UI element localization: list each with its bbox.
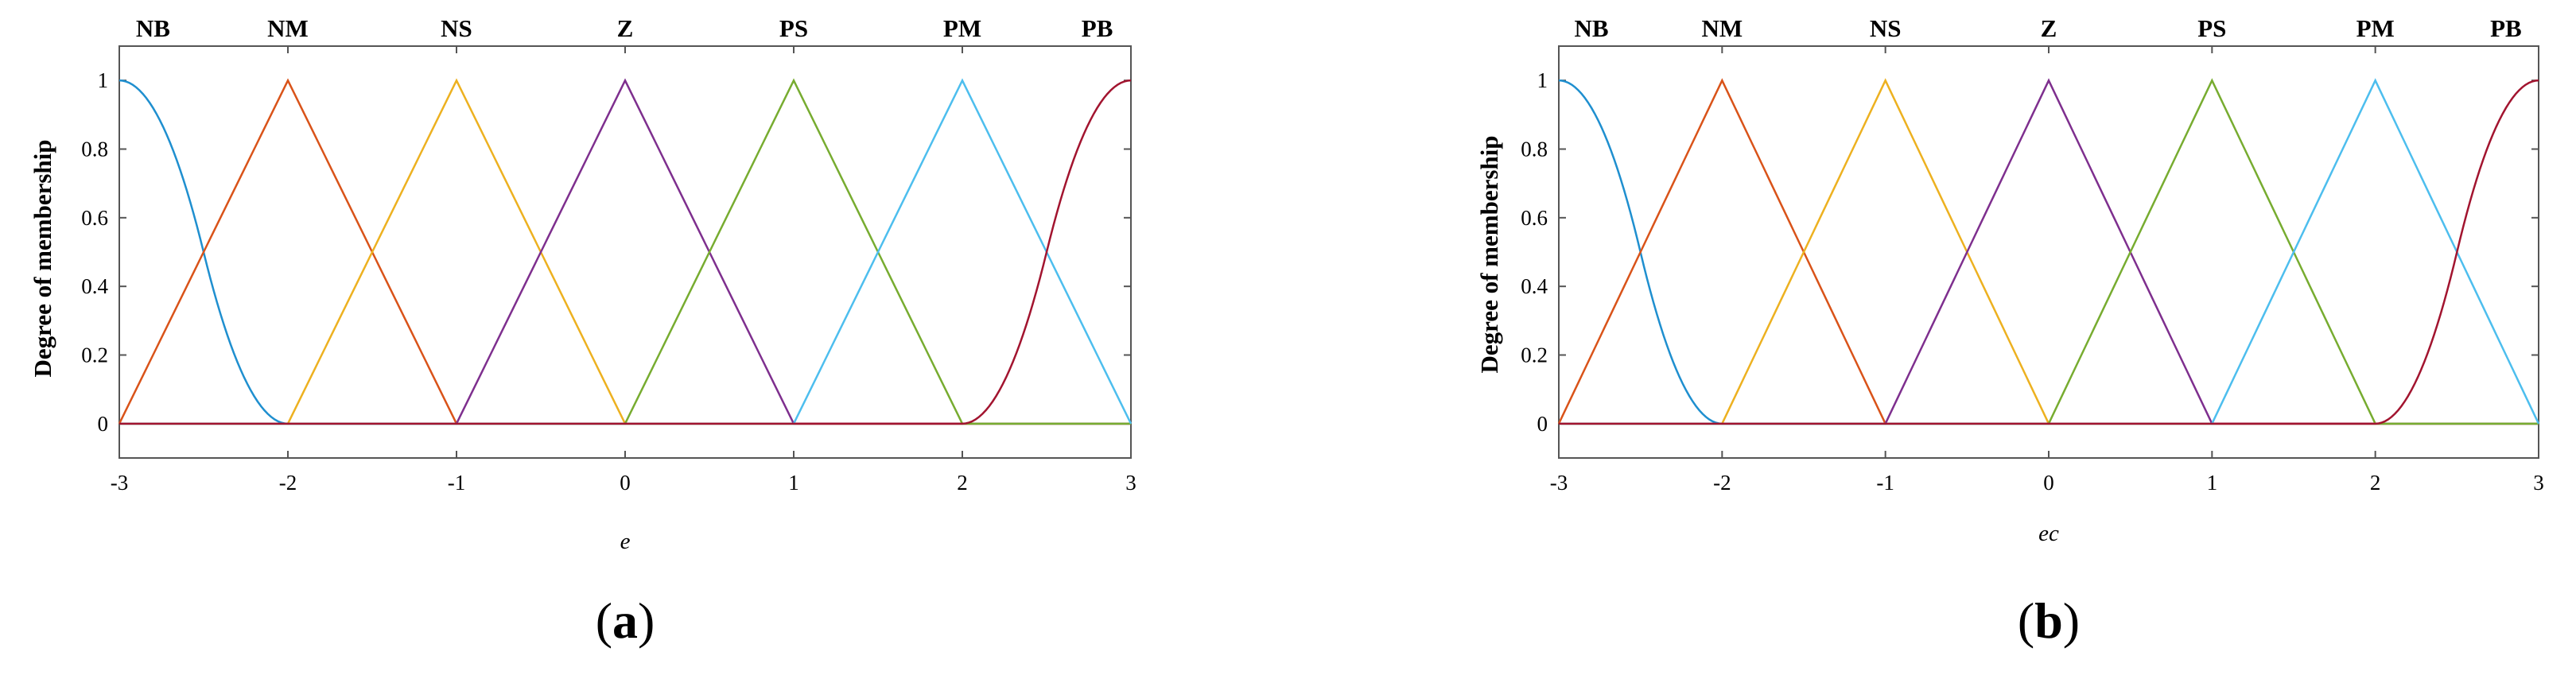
- membership-labels: NB NM NS Z PS PM PB: [136, 14, 1113, 42]
- membership-curves: [118, 78, 1133, 425]
- tick-marks: [119, 46, 1132, 458]
- membership-labels: NB NM NS Z PS PM PB: [1575, 14, 2522, 42]
- label-pb: PB: [2490, 14, 2522, 42]
- curve-pm: [1559, 78, 2540, 425]
- label-nb: NB: [1575, 14, 1609, 42]
- x-axis-title: e: [620, 529, 631, 554]
- x-tick-label: 3: [1125, 471, 1136, 495]
- plot-area: [119, 45, 1132, 459]
- panel-letter: a: [612, 592, 638, 649]
- y-axis-title: Degree of membership: [29, 139, 56, 377]
- x-tick-label: -2: [1713, 471, 1731, 495]
- x-tick-label: -3: [1550, 471, 1568, 495]
- x-tick-label: 0: [2043, 471, 2054, 495]
- y-tick-label: 0.2: [81, 343, 108, 367]
- curve-pb: [1559, 79, 2539, 425]
- label-ns: NS: [441, 14, 472, 42]
- x-tick-label: 3: [2533, 471, 2544, 495]
- curve-z: [1559, 78, 2539, 425]
- panel-label: (b): [2018, 592, 2080, 649]
- membership-curves: [1557, 78, 2540, 425]
- label-ns: NS: [1870, 14, 1902, 42]
- curve-ps: [119, 78, 1131, 425]
- x-tick-label: 1: [788, 471, 799, 495]
- y-tick-label: 0.6: [81, 206, 108, 230]
- label-pm: PM: [943, 14, 981, 42]
- y-tick-label: 0: [1537, 412, 1548, 436]
- curve-pb: [119, 79, 1132, 425]
- y-axis-title: Degree of membership: [1475, 135, 1503, 373]
- curve-nb: [119, 79, 1131, 425]
- x-tick-label: -1: [1876, 471, 1894, 495]
- y-tick-label: 0.4: [81, 274, 108, 298]
- y-tick-label: 1: [98, 68, 109, 92]
- x-tick-label: 0: [620, 471, 631, 495]
- plot-area: [1558, 45, 2539, 459]
- tick-labels: -3 -2 -1 0 1 2 3 0 0.2 0.4 0.6 0.8 1: [81, 68, 1136, 495]
- label-z: Z: [617, 14, 634, 42]
- curve-pm: [119, 78, 1133, 425]
- y-tick-label: 0.8: [1521, 138, 1548, 161]
- x-tick-label: -2: [279, 471, 297, 495]
- curve-nb: [1558, 79, 2539, 425]
- y-tick-label: 0.2: [1521, 343, 1548, 367]
- label-ps: PS: [779, 14, 808, 42]
- curve-z: [119, 78, 1131, 425]
- tick-marks: [1558, 46, 2539, 458]
- label-z: Z: [2041, 14, 2057, 42]
- x-tick-label: 1: [2207, 471, 2218, 495]
- y-tick-label: 0.6: [1521, 206, 1548, 230]
- curve-nm: [1557, 78, 2539, 425]
- chart-panel-b: Degree of membership -3 -2 -1 0 1 2 3 0 0.2 0.4 0.…: [1475, 14, 2544, 649]
- curve-ns: [1559, 78, 2539, 425]
- label-nb: NB: [136, 14, 170, 42]
- curve-nm: [118, 78, 1131, 425]
- y-tick-label: 0.4: [1521, 274, 1548, 298]
- x-tick-label: 2: [957, 471, 968, 495]
- label-ps: PS: [2197, 14, 2226, 42]
- panel-label: (a): [596, 592, 655, 649]
- x-axis-title: ec: [2038, 521, 2059, 546]
- y-tick-label: 1: [1537, 68, 1548, 92]
- tick-labels: -3 -2 -1 0 1 2 3 0 0.2 0.4 0.6 0.8 1: [1521, 68, 2544, 495]
- chart-panel-a: Degree of membership -3 -2 -1 0 1 2 3 0 0.2 0.4 0.…: [29, 14, 1136, 649]
- label-pb: PB: [1082, 14, 1113, 42]
- label-nm: NM: [267, 14, 309, 42]
- label-pm: PM: [2356, 14, 2395, 42]
- y-tick-label: 0: [98, 412, 109, 436]
- panel-letter: b: [2034, 592, 2063, 649]
- curve-ns: [119, 78, 1131, 425]
- label-nm: NM: [1702, 14, 1743, 42]
- x-tick-label: 2: [2370, 471, 2381, 495]
- y-tick-label: 0.8: [81, 138, 108, 161]
- x-tick-label: -3: [111, 471, 129, 495]
- curve-ps: [1559, 78, 2539, 425]
- x-tick-label: -1: [448, 471, 466, 495]
